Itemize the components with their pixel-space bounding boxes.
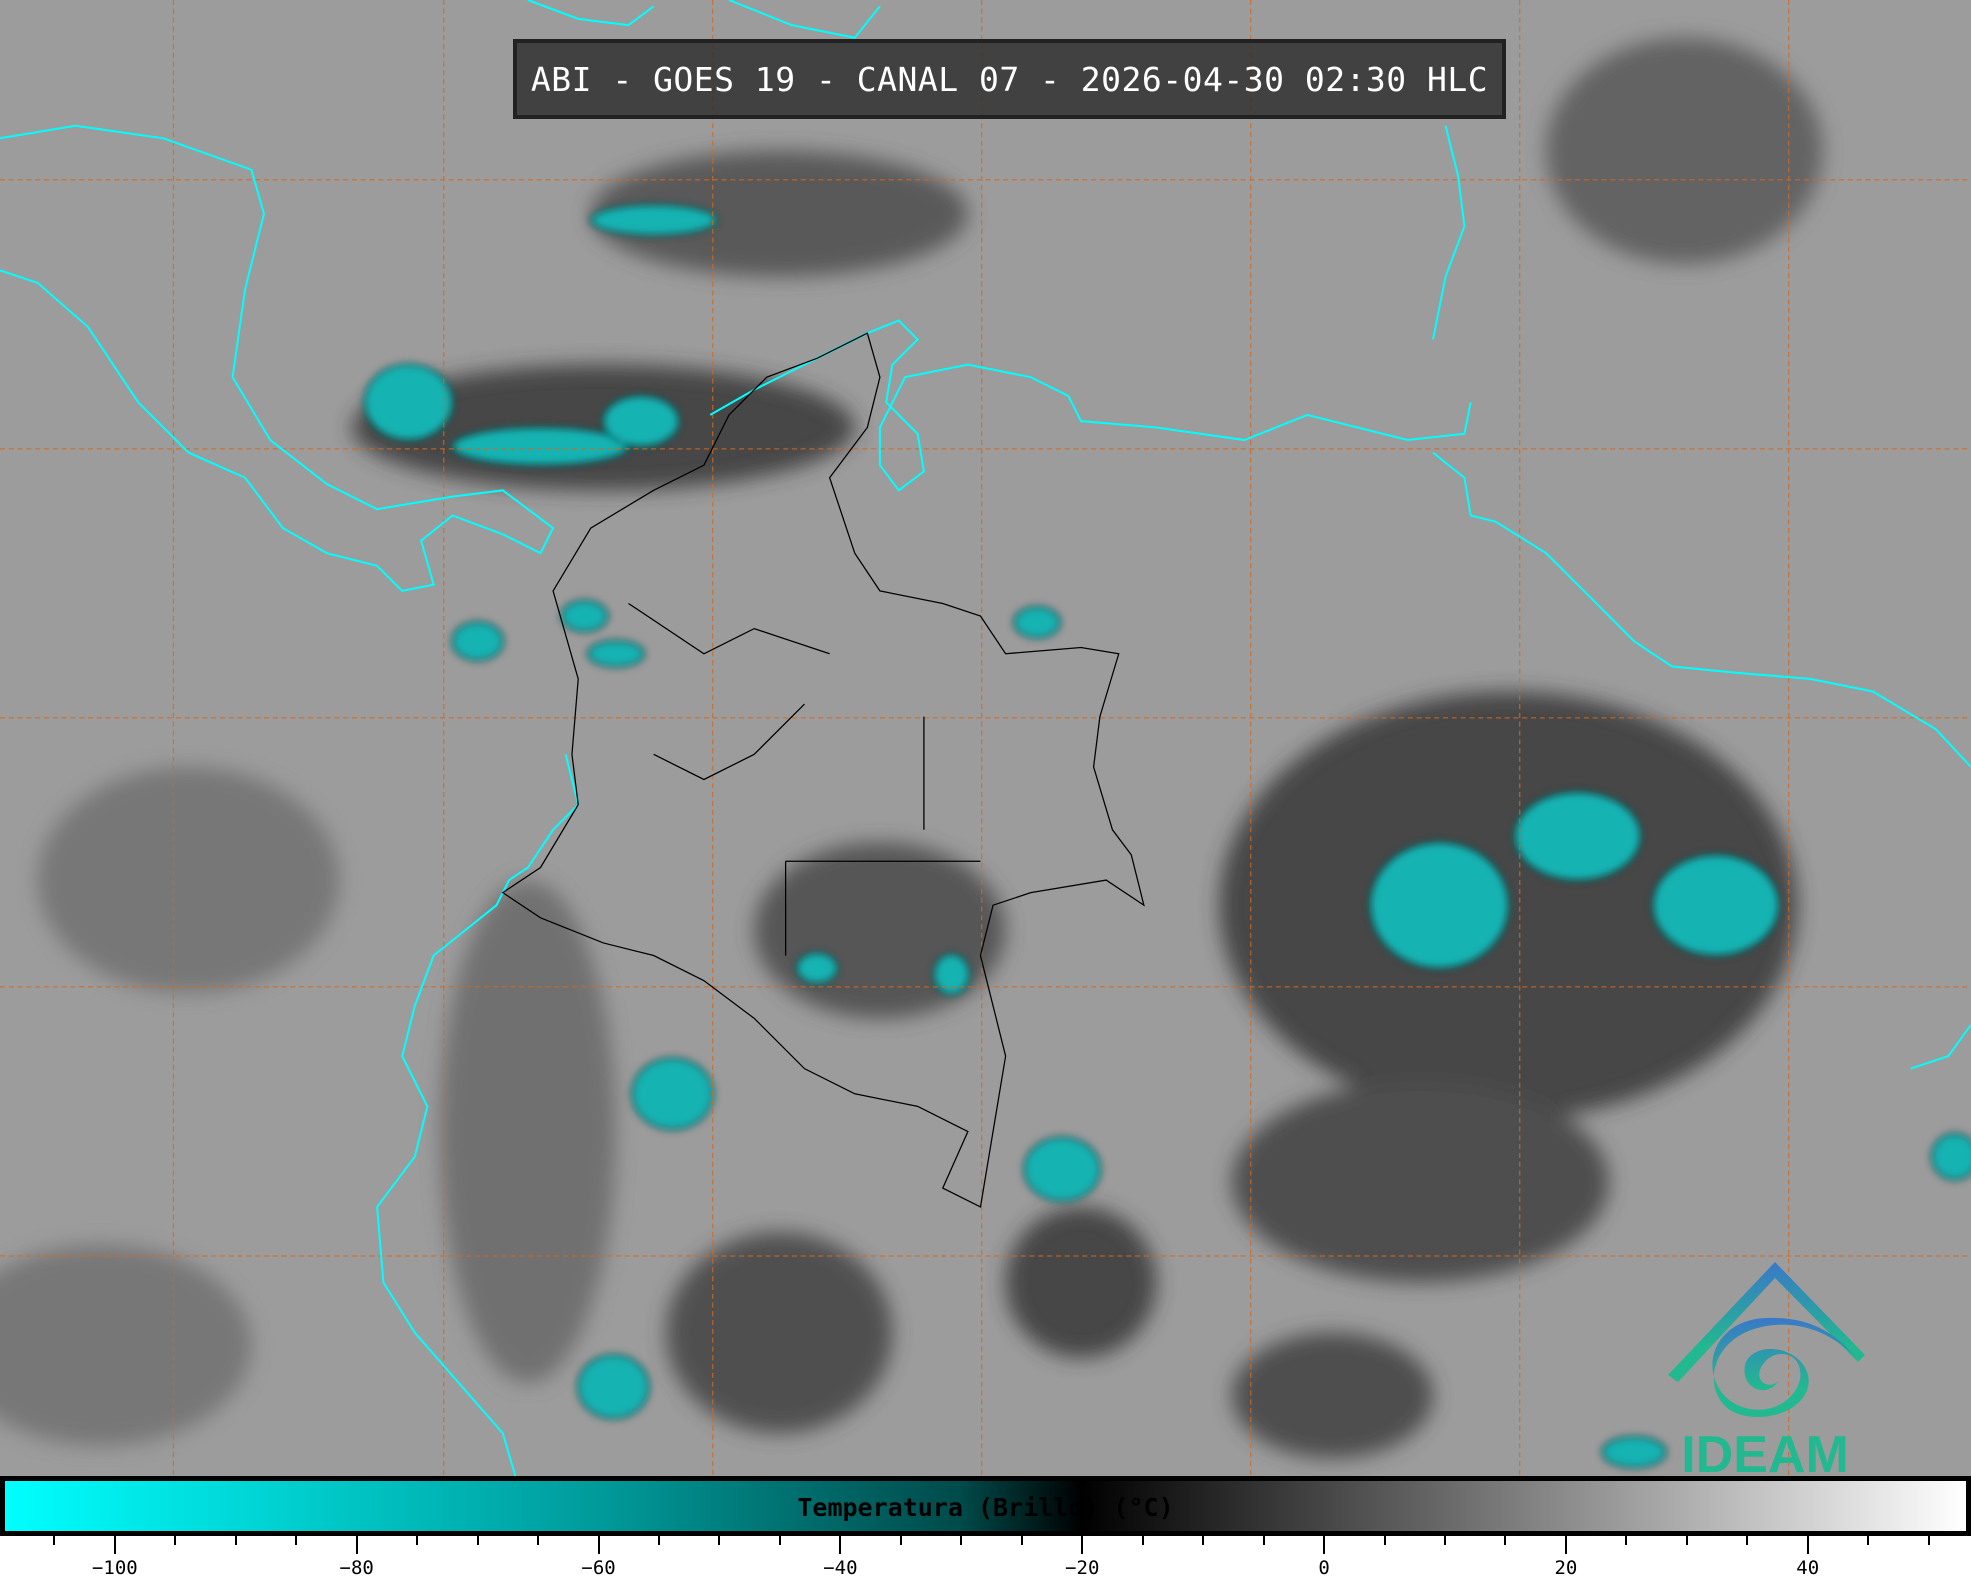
minor-tick	[234, 1536, 237, 1545]
minor-tick	[658, 1536, 660, 1545]
colorbar: Temperatura (Brillo) (°C) −100 −80 −60 −40−…	[0, 1476, 1971, 1577]
colorbar-gradient	[5, 1481, 1966, 1531]
tick-label: 40	[1796, 1557, 1820, 1577]
minor-tick	[1141, 1536, 1144, 1545]
satellite-map	[0, 0, 1971, 1476]
colorbar-label: Temperatura (Brillo) (°C)	[797, 1493, 1174, 1522]
minor-tick	[1020, 1536, 1023, 1545]
minor-tick	[174, 1536, 177, 1545]
minor-tick	[1504, 1536, 1507, 1545]
colorbar-bar: Temperatura (Brillo) (°C)	[0, 1476, 1971, 1536]
major-tick	[1323, 1536, 1326, 1554]
colorbar-ticks: −100 −80 −60 −40 −20 0 20 40	[0, 1536, 1971, 1577]
major-tick	[355, 1536, 358, 1554]
minor-tick	[1746, 1536, 1749, 1545]
minor-tick	[1443, 1536, 1446, 1545]
minor-tick	[1927, 1536, 1930, 1545]
country-borders	[501, 332, 1145, 1208]
major-tick	[597, 1536, 600, 1554]
minor-tick	[1685, 1536, 1688, 1545]
minor-tick	[1202, 1536, 1205, 1545]
tick-label: 0	[1318, 1557, 1330, 1577]
minor-tick	[1867, 1536, 1870, 1545]
major-tick	[839, 1536, 842, 1554]
minor-tick	[899, 1536, 902, 1545]
minor-tick	[295, 1536, 298, 1545]
minor-tick	[1262, 1536, 1265, 1545]
minor-tick	[1625, 1536, 1628, 1545]
minor-tick	[416, 1536, 419, 1545]
tick-label: −40	[823, 1557, 858, 1577]
title-text: ABI - GOES 19 - CANAL 07 - 2026-04-30 02…	[530, 59, 1489, 99]
major-tick	[1806, 1536, 1809, 1554]
tick-label: −80	[339, 1557, 374, 1577]
coastlines	[0, 0, 1971, 1476]
minor-tick	[476, 1536, 479, 1545]
minor-tick	[778, 1536, 781, 1545]
cold-cloud-tops	[363, 203, 1971, 1469]
minor-tick	[1383, 1536, 1386, 1545]
major-tick	[113, 1536, 116, 1554]
minor-tick	[53, 1536, 56, 1545]
minor-tick	[718, 1536, 721, 1545]
graticule	[0, 0, 1971, 1476]
title-banner: ABI - GOES 19 - CANAL 07 - 2026-04-30 02…	[513, 39, 1506, 119]
minor-tick	[960, 1536, 963, 1545]
tick-label: −60	[581, 1557, 616, 1577]
tick-label: 20	[1554, 1557, 1578, 1577]
tick-label: −100	[91, 1557, 138, 1577]
major-tick	[1081, 1536, 1084, 1554]
tick-label: −20	[1065, 1557, 1100, 1577]
logo-text: IDEAM	[1681, 1426, 1849, 1480]
major-tick	[1564, 1536, 1567, 1554]
minor-tick	[537, 1536, 540, 1545]
ideam-logo: IDEAM	[1668, 1262, 1865, 1480]
